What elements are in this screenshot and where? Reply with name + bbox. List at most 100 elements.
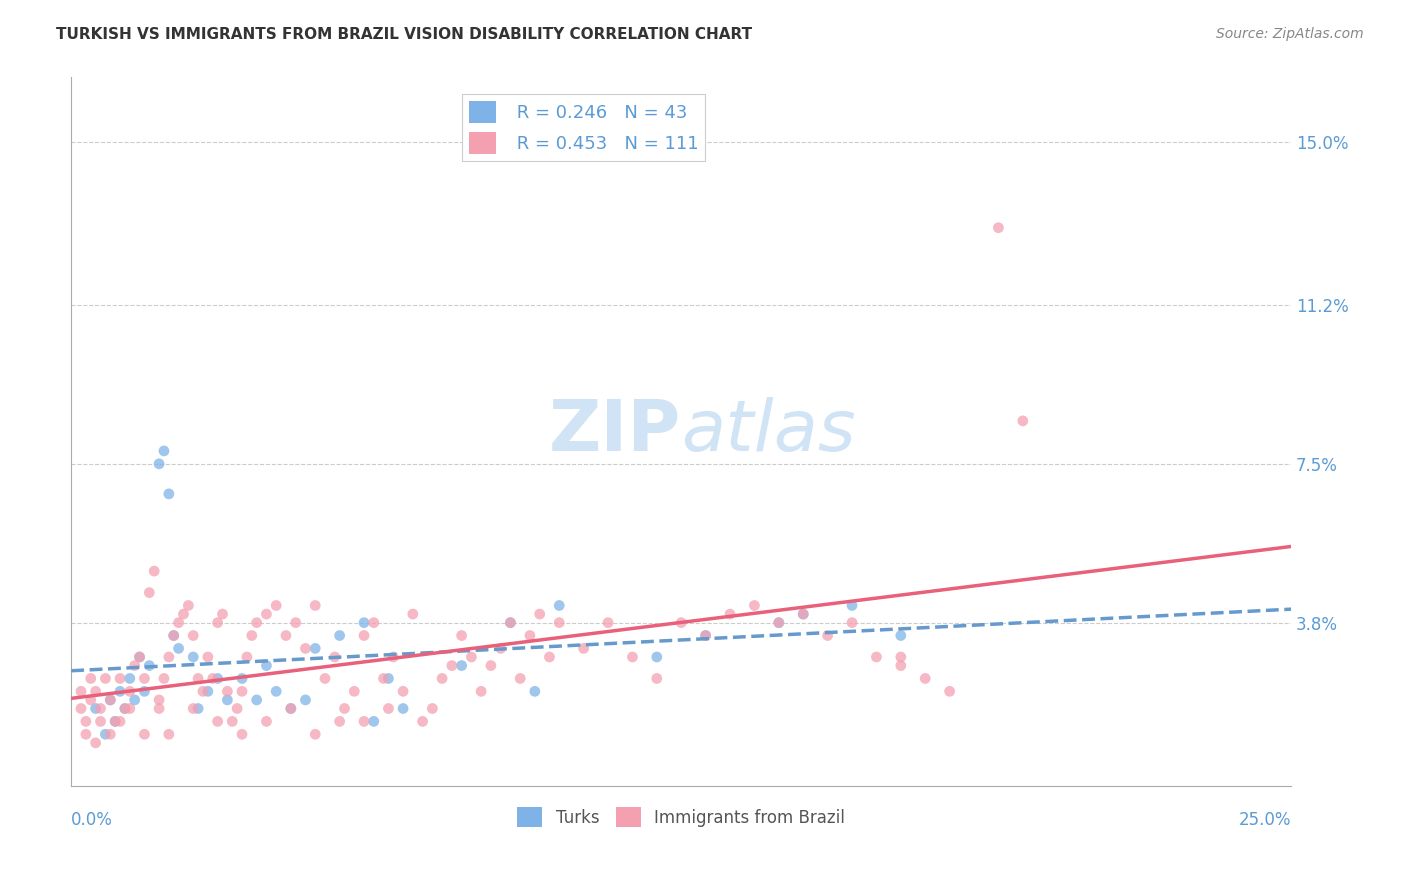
Point xyxy=(246,615,269,630)
Point xyxy=(124,693,146,707)
Point xyxy=(138,585,160,599)
Point xyxy=(314,672,336,686)
Point xyxy=(353,628,375,642)
Point xyxy=(392,701,415,715)
Point xyxy=(304,641,326,656)
Point xyxy=(246,693,269,707)
Point xyxy=(460,650,482,665)
Point xyxy=(865,650,887,665)
Point xyxy=(353,615,375,630)
Point xyxy=(98,727,121,741)
Text: 0.0%: 0.0% xyxy=(72,811,112,829)
Point xyxy=(280,701,302,715)
Point xyxy=(207,615,229,630)
Point xyxy=(645,650,668,665)
Point xyxy=(470,684,492,698)
Point xyxy=(363,615,385,630)
Point xyxy=(231,684,253,698)
Point xyxy=(128,650,150,665)
Point xyxy=(402,607,425,621)
Point xyxy=(118,701,141,715)
Point xyxy=(284,615,307,630)
Point xyxy=(181,701,204,715)
Point xyxy=(412,714,434,729)
Point xyxy=(548,615,571,630)
Point xyxy=(172,607,194,621)
Point xyxy=(118,672,141,686)
Point xyxy=(104,714,127,729)
Text: TURKISH VS IMMIGRANTS FROM BRAZIL VISION DISABILITY CORRELATION CHART: TURKISH VS IMMIGRANTS FROM BRAZIL VISION… xyxy=(56,27,752,42)
Point xyxy=(254,658,277,673)
Point xyxy=(254,607,277,621)
Point xyxy=(596,615,619,630)
Point xyxy=(187,672,209,686)
Point xyxy=(499,615,522,630)
Point xyxy=(353,714,375,729)
Point xyxy=(695,628,717,642)
Point xyxy=(768,615,790,630)
Point xyxy=(329,628,352,642)
Point xyxy=(70,684,93,698)
Point xyxy=(181,650,204,665)
Text: atlas: atlas xyxy=(682,397,856,467)
Point xyxy=(450,658,472,673)
Point xyxy=(138,658,160,673)
Point xyxy=(75,714,97,729)
Point xyxy=(645,672,668,686)
Point xyxy=(207,672,229,686)
Point xyxy=(108,672,131,686)
Point xyxy=(104,714,127,729)
Point xyxy=(377,672,399,686)
Point xyxy=(382,650,405,665)
Point xyxy=(167,615,190,630)
Point xyxy=(792,607,814,621)
Point xyxy=(98,693,121,707)
Point xyxy=(134,672,156,686)
Point xyxy=(94,672,117,686)
Point xyxy=(197,684,219,698)
Point xyxy=(264,684,287,698)
Point xyxy=(499,615,522,630)
Point xyxy=(792,607,814,621)
Legend: Turks, Immigrants from Brazil: Turks, Immigrants from Brazil xyxy=(510,800,852,834)
Point xyxy=(191,684,214,698)
Point xyxy=(363,714,385,729)
Point xyxy=(430,672,453,686)
Point xyxy=(621,650,644,665)
Point xyxy=(108,684,131,698)
Point xyxy=(80,672,103,686)
Point xyxy=(211,607,233,621)
Point xyxy=(98,693,121,707)
Point xyxy=(304,727,326,741)
Point xyxy=(236,650,259,665)
Point xyxy=(422,701,444,715)
Point xyxy=(163,628,186,642)
Point xyxy=(294,641,316,656)
Point xyxy=(177,599,200,613)
Point xyxy=(217,684,239,698)
Point xyxy=(440,658,463,673)
Point xyxy=(143,564,166,578)
Text: Source: ZipAtlas.com: Source: ZipAtlas.com xyxy=(1216,27,1364,41)
Point xyxy=(84,701,107,715)
Point xyxy=(80,693,103,707)
Point xyxy=(695,628,717,642)
Point xyxy=(114,701,136,715)
Point xyxy=(207,714,229,729)
Point xyxy=(153,672,176,686)
Point xyxy=(148,701,170,715)
Point xyxy=(124,658,146,673)
Point xyxy=(280,701,302,715)
Point xyxy=(671,615,693,630)
Point xyxy=(187,701,209,715)
Point xyxy=(343,684,366,698)
Point xyxy=(108,714,131,729)
Point xyxy=(768,615,790,630)
Point xyxy=(163,628,186,642)
Point xyxy=(509,672,531,686)
Point xyxy=(489,641,512,656)
Point xyxy=(987,220,1010,235)
Point xyxy=(1011,414,1033,428)
Point xyxy=(217,693,239,707)
Text: ZIP: ZIP xyxy=(548,397,682,467)
